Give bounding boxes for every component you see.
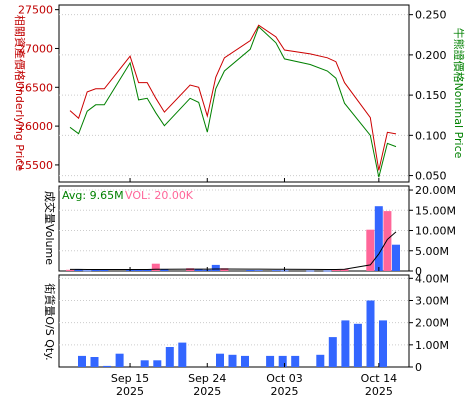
x-tick-label: Sep 15 bbox=[111, 372, 149, 385]
left-tick-label: 26500 bbox=[18, 81, 53, 94]
volume-bar bbox=[100, 269, 109, 271]
volume-bar bbox=[366, 229, 375, 271]
volume-tick-label: 20.00M bbox=[415, 184, 456, 197]
x-tick-label: Sep 24 bbox=[188, 372, 226, 385]
x-tick-year: 2025 bbox=[116, 385, 144, 398]
volume-bar bbox=[323, 270, 332, 272]
outstanding-bar bbox=[353, 323, 362, 367]
price-plot-area bbox=[58, 4, 410, 183]
outstanding-bar bbox=[178, 342, 187, 367]
volume-bar bbox=[211, 264, 220, 271]
outstanding-bar bbox=[153, 360, 162, 367]
volume-axis-label: 成交量Volume bbox=[43, 191, 57, 265]
left-tick-label: 25500 bbox=[18, 159, 53, 172]
volume-bar bbox=[331, 269, 340, 271]
volume-bar bbox=[66, 269, 74, 271]
volume-bar bbox=[134, 269, 143, 271]
x-tick-label: Oct 14 bbox=[361, 372, 398, 385]
volume-bar bbox=[254, 270, 263, 271]
right-axis-label: 牛熊證價格Nominal Price bbox=[452, 28, 466, 159]
outstanding-bar bbox=[78, 355, 86, 367]
nominal-price-line bbox=[69, 25, 397, 178]
volume-bar bbox=[194, 269, 203, 271]
outstanding-tick-label: 1.00M bbox=[415, 339, 449, 352]
left-tick-label: 27000 bbox=[18, 42, 53, 55]
volume-gridlines bbox=[59, 189, 409, 252]
outstanding-ticks: 0 1.00M 2.00M 3.00M 4.00M bbox=[409, 272, 449, 374]
volume-ticks: 0 5.00M 10.00M 15.00M 20.00M bbox=[409, 184, 456, 278]
outstanding-bar bbox=[228, 354, 237, 367]
volume-bar bbox=[271, 270, 280, 271]
legend-avg: Avg: 9.65M bbox=[62, 189, 124, 202]
volume-bar bbox=[74, 269, 83, 271]
volume-plot-area bbox=[58, 185, 410, 272]
left-tick-label: 27500 bbox=[18, 4, 53, 17]
x-tick-label: Oct 03 bbox=[266, 372, 303, 385]
x-tick-year: 2025 bbox=[365, 385, 393, 398]
outstanding-bar bbox=[366, 300, 375, 367]
outstanding-bar bbox=[291, 355, 300, 367]
volume-tick-label: 5.00M bbox=[415, 245, 449, 258]
left-axis-label: 相關資產價格Underlying Price bbox=[13, 15, 27, 171]
right-tick-label: 0.250 bbox=[415, 9, 447, 22]
right-tick-label: 0.150 bbox=[415, 89, 447, 102]
right-tick-label: 0.050 bbox=[415, 170, 447, 183]
outstanding-bar bbox=[266, 355, 275, 367]
outstanding-bar bbox=[103, 365, 112, 367]
volume-bar bbox=[374, 206, 383, 271]
volume-bars bbox=[66, 206, 400, 272]
outstanding-tick-label: 3.00M bbox=[415, 294, 449, 307]
volume-average-line bbox=[70, 231, 397, 270]
volume-bar bbox=[383, 211, 392, 271]
left-tick-label: 26000 bbox=[18, 120, 53, 133]
underlying-price-line bbox=[69, 24, 397, 171]
x-tick-year: 2025 bbox=[270, 385, 298, 398]
outstanding-bars bbox=[78, 300, 387, 367]
outstanding-bar bbox=[216, 353, 224, 367]
outstanding-tick-label: 2.00M bbox=[415, 317, 449, 330]
volume-panel: 0 5.00M 10.00M 15.00M 20.00M Avg: 9.65M VOL:… bbox=[43, 184, 456, 278]
price-right-ticks: 0.050 0.100 0.150 0.200 0.250 bbox=[409, 9, 447, 183]
volume-bar bbox=[91, 269, 100, 271]
outstanding-plot-area bbox=[58, 274, 410, 368]
outstanding-gridlines bbox=[59, 277, 409, 346]
volume-bar bbox=[392, 244, 400, 271]
right-tick-label: 0.100 bbox=[415, 129, 447, 142]
outstanding-bar bbox=[379, 320, 387, 367]
price-panel: 25500 26000 26500 27000 27500 0.050 0.100 0.15… bbox=[13, 4, 466, 183]
volume-bar bbox=[160, 269, 169, 271]
x-tick-year: 2025 bbox=[193, 385, 221, 398]
volume-tick-label: 0 bbox=[415, 265, 422, 278]
outstanding-bar bbox=[328, 337, 337, 367]
outstanding-bar bbox=[90, 357, 99, 367]
volume-bar bbox=[340, 269, 349, 271]
outstanding-panel: 0 1.00M 2.00M 3.00M 4.00M 街貨量O/S Qty. bbox=[43, 272, 449, 374]
outstanding-tick-label: 0 bbox=[415, 361, 422, 374]
volume-bar bbox=[151, 263, 160, 271]
volume-tick-label: 10.00M bbox=[415, 225, 456, 238]
outstanding-bar bbox=[165, 347, 174, 367]
price-left-ticks: 25500 26000 26500 27000 27500 bbox=[18, 4, 59, 172]
volume-bar bbox=[83, 270, 92, 272]
volume-tick-label: 15.00M bbox=[415, 204, 456, 217]
price-lines bbox=[69, 24, 397, 178]
outstanding-bar bbox=[241, 355, 249, 367]
outstanding-axis-label: 街貨量O/S Qty. bbox=[43, 283, 57, 360]
volume-bar bbox=[306, 270, 315, 272]
outstanding-bar bbox=[140, 360, 149, 367]
outstanding-bar bbox=[278, 355, 287, 367]
outstanding-bar bbox=[316, 354, 325, 367]
outstanding-bar bbox=[341, 320, 350, 367]
volume-average-polyline bbox=[70, 231, 397, 270]
legend-vol: VOL: 20.00K bbox=[125, 189, 194, 202]
outstanding-bar bbox=[115, 353, 124, 367]
price-gridlines bbox=[59, 14, 409, 177]
outstanding-tick-label: 4.00M bbox=[415, 272, 449, 285]
volume-bar bbox=[246, 270, 255, 271]
right-tick-label: 0.200 bbox=[415, 49, 447, 62]
volume-bar bbox=[220, 268, 229, 271]
